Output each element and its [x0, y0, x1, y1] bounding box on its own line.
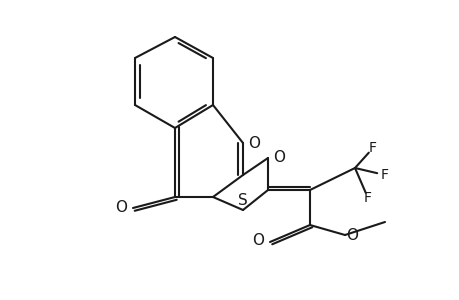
- Text: F: F: [368, 141, 376, 155]
- Text: O: O: [345, 227, 357, 242]
- Text: F: F: [380, 168, 388, 182]
- Text: O: O: [273, 151, 285, 166]
- Text: O: O: [248, 136, 260, 151]
- Text: O: O: [252, 233, 264, 248]
- Text: S: S: [238, 194, 247, 208]
- Text: F: F: [363, 191, 371, 205]
- Text: O: O: [115, 200, 127, 215]
